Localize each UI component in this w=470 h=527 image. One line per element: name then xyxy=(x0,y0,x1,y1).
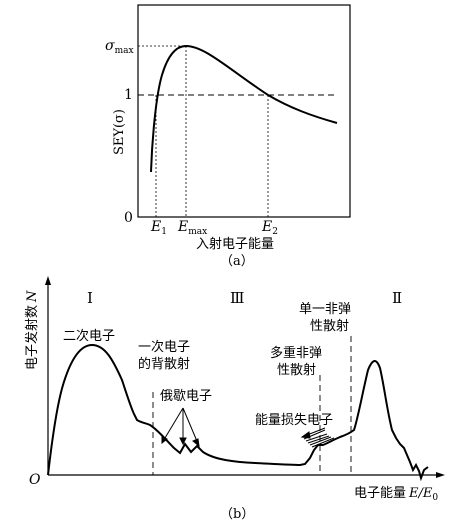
backscatter-label-line1: 一次电子 xyxy=(138,339,190,355)
energy-loss-label: 能量损失电子 xyxy=(255,413,333,428)
secondary-electron-label: 二次电子 xyxy=(63,328,115,344)
sey-curve xyxy=(150,44,338,173)
multi-inelastic-label-line2: 性散射 xyxy=(277,362,316,378)
panel-a-y-axis-label: SEY(σ) xyxy=(112,109,127,155)
panel-b-x-axis-label: 电子能量 E/E0 xyxy=(354,486,438,503)
region-1-label: Ⅰ xyxy=(87,289,93,307)
panel-a-caption: （a） xyxy=(220,254,254,269)
spectrum-curve xyxy=(47,343,429,482)
energy-loss-arrows xyxy=(300,427,335,448)
origin-label: O xyxy=(29,472,41,488)
backscatter-label-line2: 的背散射 xyxy=(138,356,190,372)
e2-label: E2 xyxy=(261,219,278,237)
panel-a: σmax 1 0 SEY(σ) E1 Emax E2 入射电子能量 （a） xyxy=(105,4,351,269)
panel-b-caption: （b） xyxy=(220,507,254,522)
panel-a-x-axis-label: 入射电子能量 xyxy=(196,236,274,252)
single-inelastic-label-line1: 单一非弹 xyxy=(299,302,351,317)
tick-one-label: 1 xyxy=(124,87,133,103)
multi-inelastic-label-line1: 多重非弹 xyxy=(270,345,322,361)
panel-b-y-axis-label: 电子发射数N xyxy=(24,290,40,370)
panel-b: 电子发射数N O Ⅰ Ⅲ Ⅱ 二次电子 一次电子 的背散射 俄歇电子 单一非弹 … xyxy=(24,276,445,522)
auger-arrows xyxy=(161,407,200,448)
e1-label: E1 xyxy=(150,219,167,237)
sigma-max-label: σmax xyxy=(105,38,134,56)
region-3-label: Ⅲ xyxy=(230,289,244,307)
region-2-label: Ⅱ xyxy=(392,289,402,307)
single-inelastic-label-line2: 性散射 xyxy=(310,318,349,334)
panel-b-y-arrow xyxy=(45,276,51,285)
panel-b-x-arrow xyxy=(436,472,445,478)
emax-label: Emax xyxy=(177,219,207,237)
tick-zero-label: 0 xyxy=(124,210,133,226)
panel-a-frame xyxy=(137,4,351,218)
auger-label: 俄歇电子 xyxy=(160,389,212,404)
